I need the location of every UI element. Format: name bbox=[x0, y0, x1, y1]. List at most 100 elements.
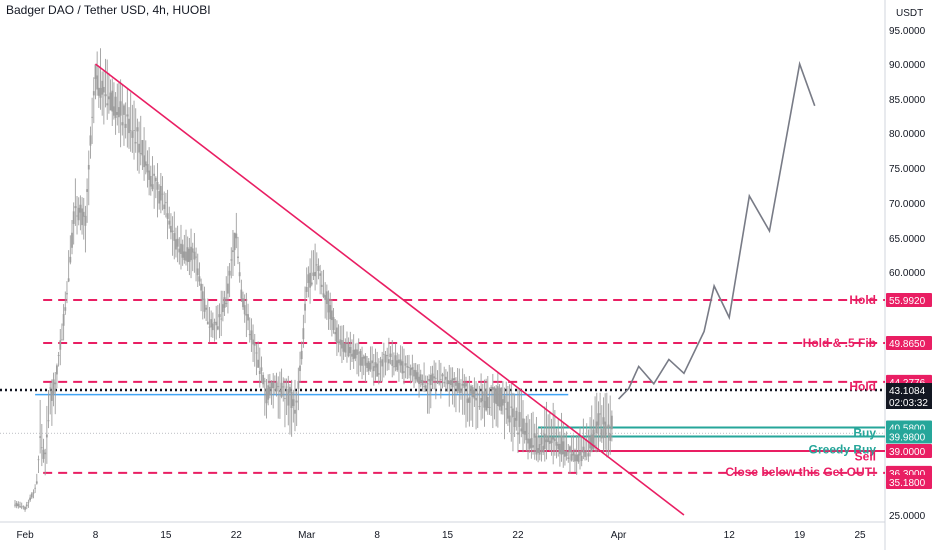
annotation-5: Sell bbox=[855, 450, 876, 464]
candle-body bbox=[154, 177, 157, 182]
y-tick-label: 95.0000 bbox=[889, 26, 926, 37]
candle-body bbox=[247, 314, 249, 321]
candle-body bbox=[515, 410, 518, 421]
candle-body bbox=[62, 314, 65, 326]
candle-body bbox=[592, 429, 595, 449]
candle-body bbox=[232, 250, 234, 253]
candle-body bbox=[213, 322, 216, 324]
candle-body bbox=[267, 385, 270, 400]
candle-body bbox=[332, 317, 335, 330]
candle-body bbox=[280, 382, 283, 397]
candle-body bbox=[540, 437, 543, 445]
candle-body bbox=[191, 248, 194, 253]
candle-body bbox=[300, 350, 303, 360]
candle-body bbox=[277, 386, 280, 388]
descending-trendline bbox=[94, 63, 685, 516]
candle-body bbox=[263, 380, 266, 382]
candle-body bbox=[170, 225, 172, 233]
currency-label: USDT bbox=[896, 8, 923, 19]
candle-body bbox=[366, 362, 368, 369]
candle-body bbox=[325, 291, 328, 304]
candle-body bbox=[376, 363, 379, 377]
candle-body bbox=[233, 232, 236, 251]
candle-body bbox=[185, 251, 187, 261]
candle-body bbox=[289, 386, 291, 393]
candle-body bbox=[37, 459, 40, 461]
candle-body bbox=[153, 173, 156, 176]
candle-body bbox=[307, 274, 310, 284]
candle-body bbox=[196, 268, 199, 276]
candle-body bbox=[173, 233, 176, 241]
candle-body bbox=[384, 354, 387, 363]
candle-body bbox=[423, 386, 425, 388]
x-tick-label: Mar bbox=[298, 530, 316, 541]
projection-path bbox=[617, 60, 816, 400]
candle-body bbox=[294, 409, 296, 414]
candle-body bbox=[32, 492, 35, 494]
x-tick-label: 19 bbox=[794, 530, 806, 541]
candle-body bbox=[532, 445, 534, 448]
candle-body bbox=[304, 303, 306, 311]
price-tag-bg-1 bbox=[886, 336, 932, 350]
candle-body bbox=[84, 215, 87, 226]
candle-body bbox=[29, 497, 31, 501]
candle-body bbox=[501, 399, 504, 406]
candle-body bbox=[416, 372, 419, 382]
x-tick-label: 12 bbox=[724, 530, 736, 541]
candle-body bbox=[408, 367, 410, 368]
candle-body bbox=[428, 378, 431, 382]
candle-body bbox=[17, 504, 20, 507]
candle-body bbox=[15, 502, 18, 507]
candle-body bbox=[329, 305, 332, 320]
annotation-6: Close below this Get OUT! bbox=[725, 465, 876, 479]
candle-body bbox=[493, 387, 496, 403]
candle-body bbox=[156, 181, 159, 190]
candle-body bbox=[49, 387, 52, 389]
candle-body bbox=[215, 321, 218, 326]
candle-body bbox=[302, 328, 305, 340]
candle-body bbox=[67, 278, 70, 282]
candle-body bbox=[320, 284, 323, 287]
candle-body bbox=[87, 164, 90, 170]
candle-body bbox=[421, 379, 424, 386]
candle-body bbox=[206, 321, 209, 325]
candle-body bbox=[258, 370, 261, 374]
candle-body bbox=[211, 323, 214, 331]
candle-body bbox=[605, 426, 608, 428]
annotation-4: Greedy Buy bbox=[809, 443, 877, 457]
candle-body bbox=[81, 208, 83, 226]
candle-body bbox=[255, 352, 258, 354]
candle-body bbox=[418, 376, 420, 385]
x-tick-label: 25 bbox=[854, 530, 866, 541]
candle-body bbox=[575, 454, 578, 461]
candle-body bbox=[188, 248, 191, 262]
candle-body bbox=[357, 352, 360, 354]
candle-body bbox=[124, 123, 127, 128]
candle-body bbox=[476, 393, 479, 395]
candle-body bbox=[436, 381, 439, 384]
candle-body bbox=[77, 207, 80, 221]
candle-body bbox=[341, 340, 343, 349]
candle-body bbox=[45, 434, 48, 438]
candle-body bbox=[158, 191, 161, 204]
candle-body bbox=[498, 388, 501, 407]
candle-body bbox=[434, 377, 437, 379]
candle-body bbox=[530, 437, 533, 448]
candle-body bbox=[490, 386, 493, 388]
candle-body bbox=[555, 441, 558, 446]
candle-body bbox=[505, 408, 508, 410]
candle-body bbox=[92, 91, 95, 96]
candle-body bbox=[500, 387, 503, 411]
candle-body bbox=[299, 365, 301, 372]
candle-body bbox=[129, 130, 132, 132]
candle-body bbox=[285, 386, 288, 388]
candle-body bbox=[24, 506, 26, 510]
candle-body bbox=[310, 282, 313, 285]
candle-body bbox=[438, 382, 441, 384]
candle-body bbox=[330, 310, 333, 321]
candle-body bbox=[483, 400, 486, 408]
candle-body bbox=[275, 382, 278, 392]
candle-body bbox=[346, 342, 348, 344]
